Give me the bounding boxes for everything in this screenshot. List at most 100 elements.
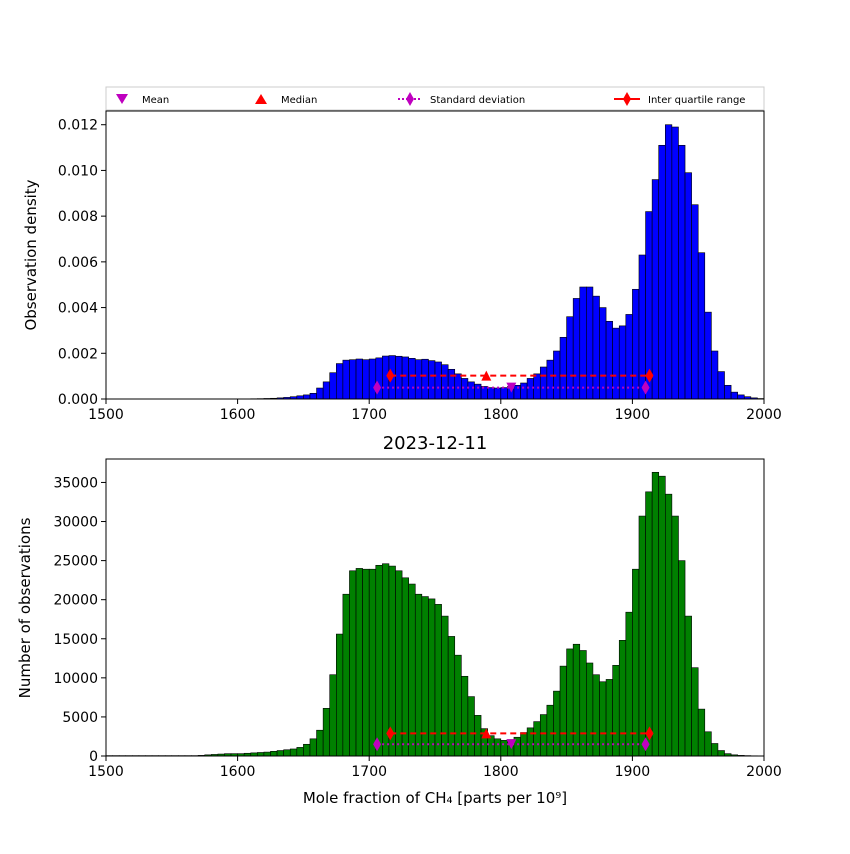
- density-bar: [540, 367, 547, 399]
- density-x-tick-label: 1800: [483, 407, 519, 423]
- count-bar: [705, 732, 712, 756]
- count-bar: [606, 679, 613, 756]
- count-bar: [284, 750, 291, 756]
- density-bar: [659, 145, 666, 399]
- count-bar: [711, 743, 718, 756]
- count-bar: [665, 494, 672, 756]
- density-bar: [474, 384, 481, 399]
- density-bar: [626, 314, 633, 399]
- count-bar: [363, 569, 370, 756]
- density-bar: [705, 312, 712, 399]
- count-bar: [632, 569, 639, 756]
- count-bar: [415, 594, 422, 756]
- density-bar: [521, 383, 528, 399]
- count-bars: [106, 472, 764, 756]
- density-bar: [422, 359, 429, 399]
- count-x-tick-label: 1700: [351, 764, 387, 780]
- density-bar: [580, 287, 587, 399]
- density-bar: [494, 388, 501, 399]
- count-y-tick-label: 25000: [53, 554, 98, 570]
- count-y-tick-label: 0: [89, 749, 98, 765]
- density-bar: [481, 386, 488, 399]
- count-bar: [382, 564, 389, 756]
- density-bar: [678, 145, 685, 399]
- density-bar: [343, 360, 350, 399]
- legend-std-label: Standard deviation: [430, 95, 525, 106]
- count-bar: [310, 739, 317, 756]
- count-y-tick-label: 35000: [53, 475, 98, 491]
- count-y-tick-label: 30000: [53, 515, 98, 531]
- count-bar: [409, 584, 416, 756]
- count-bar: [474, 715, 481, 756]
- count-bar: [336, 634, 343, 756]
- density-bar: [336, 364, 343, 399]
- density-bar: [586, 287, 593, 399]
- count-y-tick-label: 5000: [62, 710, 98, 726]
- density-bar: [461, 378, 468, 399]
- density-bar: [685, 173, 692, 399]
- count-x-axis-label: Mole fraction of CH₄ [parts per 10⁹]: [303, 789, 567, 807]
- density-x-tick-label: 1600: [220, 407, 256, 423]
- density-y-tick-label: 0.008: [58, 209, 98, 225]
- count-x-tick-label: 1900: [615, 764, 651, 780]
- density-bar: [396, 356, 403, 399]
- density-bar: [442, 365, 449, 399]
- density-bar: [435, 362, 442, 399]
- count-x-tick-label: 1800: [483, 764, 519, 780]
- density-bar: [409, 358, 416, 399]
- count-bar: [494, 739, 501, 756]
- count-bar: [448, 636, 455, 756]
- count-bar: [573, 644, 580, 756]
- density-x-tick-label: 1900: [615, 407, 651, 423]
- count-x-tick-label: 2000: [746, 764, 782, 780]
- count-bar: [580, 650, 587, 756]
- count-bar: [540, 715, 547, 756]
- density-bar: [652, 180, 659, 399]
- count-bar: [468, 697, 475, 756]
- count-bar: [527, 728, 534, 756]
- count-bar: [652, 472, 659, 756]
- count-bar: [442, 616, 449, 756]
- density-y-tick-label: 0.010: [58, 163, 98, 179]
- density-bar: [698, 253, 705, 399]
- density-x-tick-label: 1500: [88, 407, 124, 423]
- count-y-axis-label: Number of observations: [16, 517, 34, 698]
- density-bar: [692, 205, 699, 399]
- count-bar: [323, 708, 330, 756]
- count-bar: [685, 616, 692, 756]
- density-bar: [593, 296, 600, 399]
- count-bar: [567, 649, 574, 756]
- count-bar: [297, 747, 304, 756]
- count-y-tick-label: 15000: [53, 632, 98, 648]
- count-y-tick-label: 20000: [53, 593, 98, 609]
- density-bar: [303, 395, 310, 399]
- density-bar: [323, 382, 330, 399]
- count-bar: [698, 709, 705, 756]
- density-bar: [731, 392, 738, 399]
- count-chart-title: 2023-12-11: [383, 433, 488, 454]
- density-bar: [402, 357, 409, 399]
- density-y-tick-label: 0.006: [58, 255, 98, 271]
- count-bar: [455, 655, 462, 756]
- count-bar: [619, 640, 626, 756]
- density-bar: [573, 298, 580, 399]
- count-bar: [613, 665, 620, 756]
- density-y-tick-label: 0.002: [58, 346, 98, 362]
- count-bar: [501, 740, 508, 756]
- count-bar: [646, 492, 653, 756]
- count-bar: [534, 722, 541, 756]
- density-bar: [356, 359, 363, 399]
- density-bar: [665, 125, 672, 399]
- density-bar: [600, 308, 607, 399]
- count-bar: [547, 705, 554, 756]
- density-bar: [639, 255, 646, 399]
- density-bar: [547, 360, 554, 399]
- density-bar: [330, 373, 337, 399]
- count-bar: [586, 663, 593, 756]
- density-bar: [349, 360, 356, 399]
- density-bars: [224, 125, 764, 399]
- density-bar: [718, 372, 725, 399]
